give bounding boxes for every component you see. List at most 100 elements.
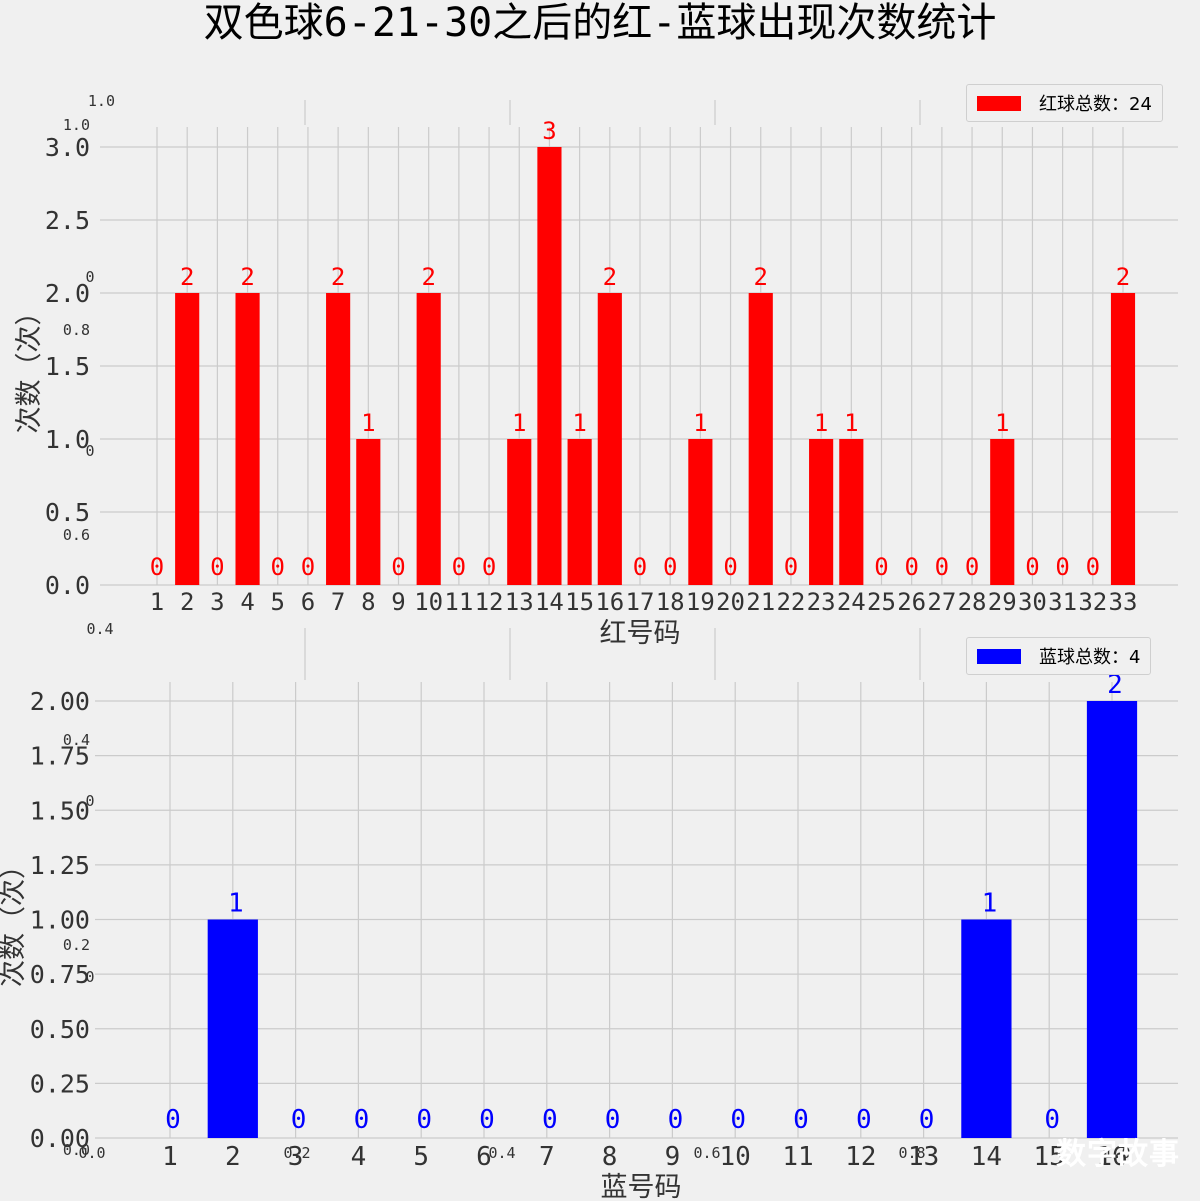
x-tick-label: 11 — [782, 1142, 813, 1172]
y-tick-label: 1.75 — [30, 742, 90, 771]
blue-legend: 蓝球总数：4 — [966, 637, 1152, 675]
bar — [207, 919, 258, 1138]
bar-value-label: 1 — [693, 409, 707, 437]
chart-title: 双色球6-21-30之后的红-蓝球出现次数统计 — [203, 0, 997, 46]
bar-value-label: 0 — [210, 553, 224, 581]
bar-value-label: 0 — [291, 1105, 307, 1135]
bar-value-label: 2 — [180, 263, 194, 291]
bar-value-label: 1 — [572, 409, 586, 437]
bar-value-label: 2 — [331, 263, 345, 291]
outer-x-tick-label: 0.4 — [488, 1144, 515, 1162]
outer-x-tick-label: 0.8 — [898, 1144, 925, 1162]
outer-x-tick-label: 1.0 — [1103, 1144, 1130, 1162]
y-tick-label: 2.00 — [30, 687, 90, 716]
bar-value-label: 1 — [995, 409, 1009, 437]
outer-y-tick-label: 0.2 — [63, 936, 90, 954]
red-legend-label: 红球总数：24 — [1039, 94, 1152, 115]
blue-ball-chart: 0.000.250.500.751.001.251.501.752.000112… — [0, 670, 1178, 1201]
outer-top-tick-label: 1.0 — [88, 92, 115, 110]
bar — [688, 439, 713, 585]
bar-value-label: 0 — [605, 1105, 621, 1135]
y-axis-label: 次数（次） — [0, 852, 29, 987]
outer-y-tick-label: 0.8 — [63, 321, 90, 339]
x-tick-label: 4 — [351, 1142, 367, 1172]
x-tick-label: 5 — [413, 1142, 429, 1172]
x-tick-label: 19 — [686, 588, 715, 616]
bar — [990, 439, 1015, 585]
y-tick-label: 0.75 — [30, 960, 90, 989]
outer-y-tick-label: 1.0 — [63, 116, 90, 134]
y-tick-label: 1.0 — [45, 425, 90, 454]
bar — [326, 293, 351, 585]
bar-value-label: 1 — [982, 889, 998, 919]
blue-legend-label: 蓝球总数：4 — [1039, 647, 1141, 668]
x-tick-label: 25 — [867, 588, 896, 616]
bar-value-label: 2 — [754, 263, 768, 291]
x-axis-label: 红号码 — [600, 618, 681, 649]
bar-value-label: 0 — [793, 1105, 809, 1135]
x-tick-label: 16 — [1096, 1142, 1127, 1172]
y-axis-label: 次数（次） — [14, 299, 45, 434]
y-tick-label: 0.25 — [30, 1069, 90, 1098]
bar-value-label: 0 — [856, 1105, 872, 1135]
y-tick-label: 3.0 — [45, 133, 90, 162]
bar — [961, 919, 1012, 1138]
bar-value-label: 0 — [354, 1105, 370, 1135]
bar — [809, 439, 834, 585]
x-tick-label: 18 — [656, 588, 685, 616]
bar-value-label: 0 — [904, 553, 918, 581]
bar-value-label: 0 — [1055, 553, 1069, 581]
y-tick-label: 2.0 — [45, 279, 90, 308]
bar — [356, 439, 381, 585]
x-tick-label: 10 — [414, 588, 443, 616]
bar-value-label: 0 — [874, 553, 888, 581]
bar-value-label: 0 — [730, 1105, 746, 1135]
x-tick-label: 1 — [162, 1142, 178, 1172]
blue-legend-swatch — [977, 648, 1021, 664]
outer-zero-label: 0 — [85, 968, 94, 986]
bar-value-label: 0 — [1086, 553, 1100, 581]
bar-value-label: 0 — [165, 1105, 181, 1135]
outer-zero-label: 0 — [85, 792, 94, 810]
x-tick-label: 20 — [716, 588, 745, 616]
bar — [235, 293, 260, 585]
bar-value-label: 0 — [479, 1105, 495, 1135]
x-tick-label: 29 — [988, 588, 1017, 616]
bar-value-label: 0 — [965, 553, 979, 581]
bar-value-label: 0 — [452, 553, 466, 581]
x-tick-label: 22 — [776, 588, 805, 616]
x-tick-label: 8 — [602, 1142, 618, 1172]
x-tick-label: 9 — [665, 1142, 681, 1172]
x-tick-label: 23 — [807, 588, 836, 616]
x-tick-label: 2 — [180, 588, 194, 616]
y-tick-label: 0.50 — [30, 1015, 90, 1044]
outer-y-tick-label: 0.4 — [63, 731, 90, 749]
bar-value-label: 2 — [1107, 670, 1123, 700]
y-tick-label: 1.25 — [30, 851, 90, 880]
bar — [537, 147, 562, 585]
x-tick-label: 6 — [476, 1142, 492, 1172]
y-tick-label: 0.0 — [45, 571, 90, 600]
bar-value-label: 2 — [240, 263, 254, 291]
bar — [839, 439, 864, 585]
bar — [175, 293, 200, 585]
bar-value-label: 0 — [391, 553, 405, 581]
x-tick-label: 24 — [837, 588, 866, 616]
x-tick-label: 8 — [361, 588, 375, 616]
outer-y-tick-label: 0.0 — [63, 1141, 90, 1159]
bar-value-label: 1 — [228, 889, 244, 919]
x-tick-label: 14 — [535, 588, 564, 616]
x-tick-label: 6 — [301, 588, 315, 616]
outer-x-tick-label: 0.2 — [283, 1144, 310, 1162]
bar-value-label: 0 — [668, 1105, 684, 1135]
bar-value-label: 1 — [512, 409, 526, 437]
bar-value-label: 0 — [1044, 1105, 1060, 1135]
x-tick-label: 16 — [595, 588, 624, 616]
bar-value-label: 2 — [603, 263, 617, 291]
bar-value-label: 0 — [1025, 553, 1039, 581]
watermark: 数字故事 — [1056, 1137, 1180, 1172]
bar-value-label: 0 — [784, 553, 798, 581]
x-tick-label: 14 — [971, 1142, 1002, 1172]
bar-value-label: 0 — [482, 553, 496, 581]
